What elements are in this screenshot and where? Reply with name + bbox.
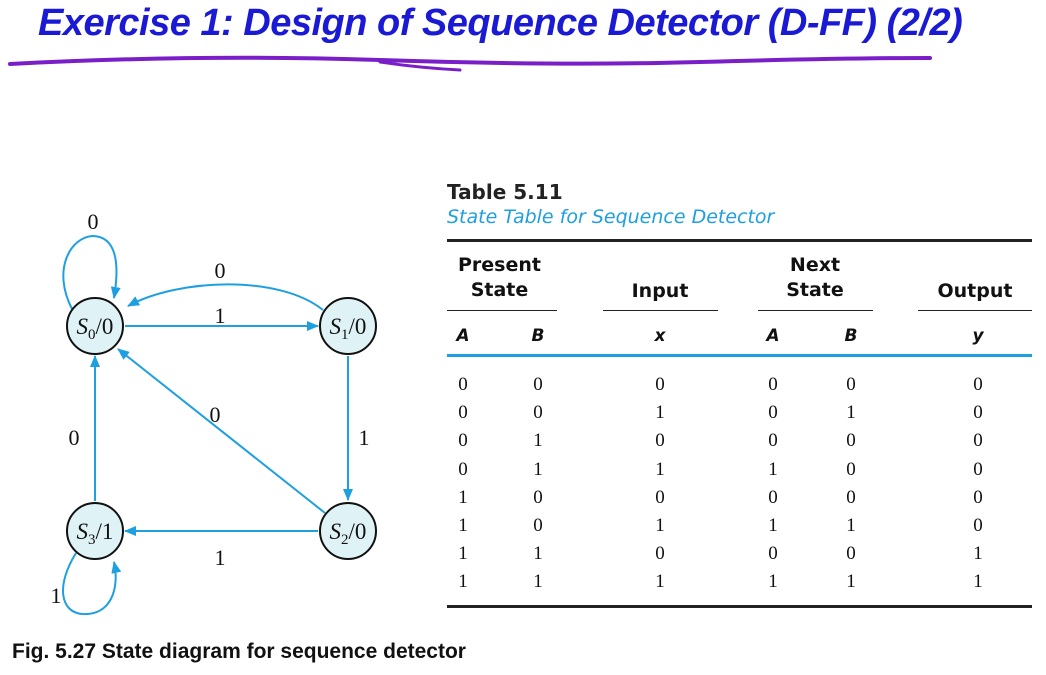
table-cell: 1 bbox=[533, 458, 543, 480]
transition-arrow-s3-s3 bbox=[62, 552, 122, 615]
table-cell: 1 bbox=[768, 458, 778, 480]
table-cell: 0 bbox=[846, 430, 856, 452]
transition-label-s0-s0: 0 bbox=[88, 209, 99, 234]
table-cell: 1 bbox=[655, 571, 665, 593]
state-label-s1: S1/0 bbox=[330, 314, 367, 343]
state-node-s1 bbox=[319, 297, 377, 355]
input-rule bbox=[603, 310, 718, 311]
transition-label-s1-s0: 0 bbox=[215, 258, 226, 283]
table-cell: 0 bbox=[655, 374, 665, 395]
subheader-4: B bbox=[844, 326, 858, 346]
table-cell: 1 bbox=[846, 402, 856, 424]
table-cell: 0 bbox=[846, 458, 856, 480]
table-cell: 0 bbox=[768, 374, 778, 395]
table-cell: 0 bbox=[458, 430, 468, 452]
table-cell: 1 bbox=[655, 458, 665, 480]
present-state-rule bbox=[447, 310, 557, 311]
table-cell: 0 bbox=[973, 515, 983, 536]
table-cell: 0 bbox=[655, 543, 665, 565]
table-cell: 0 bbox=[655, 486, 665, 508]
table-cell: 1 bbox=[973, 543, 983, 565]
state-label-s3: S3/1 bbox=[77, 519, 114, 548]
figure-caption: Fig. 5.27 State diagram for sequence det… bbox=[12, 640, 466, 663]
table-cell: 1 bbox=[458, 543, 468, 565]
table-cell: 0 bbox=[533, 374, 543, 395]
table-cell: 1 bbox=[768, 515, 778, 536]
table-cell: 0 bbox=[973, 458, 983, 480]
table-cell: 1 bbox=[533, 571, 543, 593]
transition-arrow-s2-s0 bbox=[117, 348, 326, 514]
next-state-rule bbox=[758, 310, 873, 311]
transition-label-s3-s3: 1 bbox=[51, 583, 62, 608]
transition-label-s0-s1: 1 bbox=[215, 303, 226, 328]
table-cell: 0 bbox=[458, 458, 468, 480]
subheader-3: A bbox=[766, 326, 780, 346]
transition-arrow-s1-s0 bbox=[127, 283, 324, 311]
table-cell: 0 bbox=[846, 543, 856, 565]
state-label-s2: S2/0 bbox=[330, 519, 367, 548]
transition-label-s2-s3: 1 bbox=[215, 545, 226, 570]
transition-label-s2-s0: 0 bbox=[210, 402, 221, 427]
state-node-s0 bbox=[66, 297, 124, 355]
subheader-1: B bbox=[531, 326, 545, 346]
table-bottom-rule bbox=[447, 605, 1032, 608]
state-diagram: S0/0 S1/0 S2/0 S3/1 0 1 0 1 0 1 0 1 bbox=[51, 209, 377, 615]
table-cell: 0 bbox=[846, 374, 856, 395]
table-cell: 0 bbox=[458, 402, 468, 424]
table-cell: 0 bbox=[458, 374, 468, 395]
table-cell: 1 bbox=[768, 571, 778, 593]
subheader-5: y bbox=[972, 326, 984, 346]
output-rule bbox=[918, 310, 1032, 311]
state-label-s0: S0/0 bbox=[77, 314, 114, 343]
table-cell: 1 bbox=[846, 571, 856, 593]
title-underline bbox=[8, 55, 932, 72]
state-node-s2 bbox=[319, 502, 377, 560]
table-cell: 0 bbox=[768, 402, 778, 424]
table-cell: 0 bbox=[973, 374, 983, 395]
header-present-state: Present State bbox=[458, 254, 541, 301]
header-next-state: Next State bbox=[786, 254, 844, 301]
table-cell: 0 bbox=[768, 430, 778, 452]
state-node-s3 bbox=[66, 502, 124, 560]
table-cell: 0 bbox=[973, 430, 983, 452]
table-subtitle: State Table for Sequence Detector bbox=[447, 206, 775, 228]
table-cell: 0 bbox=[533, 486, 543, 508]
table-cell: 1 bbox=[655, 402, 665, 424]
table-cell: 0 bbox=[973, 402, 983, 424]
table-cell: 0 bbox=[768, 486, 778, 508]
slide-title: Exercise 1: Design of Sequence Detector … bbox=[38, 2, 963, 44]
table-cell: 0 bbox=[973, 486, 983, 508]
table-cell: 1 bbox=[973, 571, 983, 593]
table-cell: 1 bbox=[846, 515, 856, 536]
table-cell: 0 bbox=[846, 486, 856, 508]
transition-label-s1-s2: 1 bbox=[359, 425, 370, 450]
header-accent-rule bbox=[447, 354, 1032, 357]
subheader-2: x bbox=[654, 326, 666, 346]
table-cell: 1 bbox=[458, 486, 468, 508]
table-cell: 0 bbox=[533, 515, 543, 536]
table-cell: 0 bbox=[768, 543, 778, 565]
transition-label-s3-s0: 0 bbox=[69, 425, 80, 450]
header-input: Input bbox=[631, 280, 689, 302]
table-cell: 1 bbox=[655, 515, 665, 536]
table-top-rule bbox=[447, 239, 1032, 242]
table-title: Table 5.11 bbox=[447, 180, 563, 204]
table-cell: 0 bbox=[655, 430, 665, 452]
table-cell: 1 bbox=[458, 515, 468, 536]
table-cell: 0 bbox=[533, 402, 543, 424]
subheader-0: A bbox=[456, 326, 470, 346]
table-cell: 1 bbox=[533, 430, 543, 452]
transition-arrow-s0-s0 bbox=[62, 234, 121, 310]
table-cell: 1 bbox=[533, 543, 543, 565]
header-output: Output bbox=[937, 280, 1013, 302]
table-cell: 1 bbox=[458, 571, 468, 593]
